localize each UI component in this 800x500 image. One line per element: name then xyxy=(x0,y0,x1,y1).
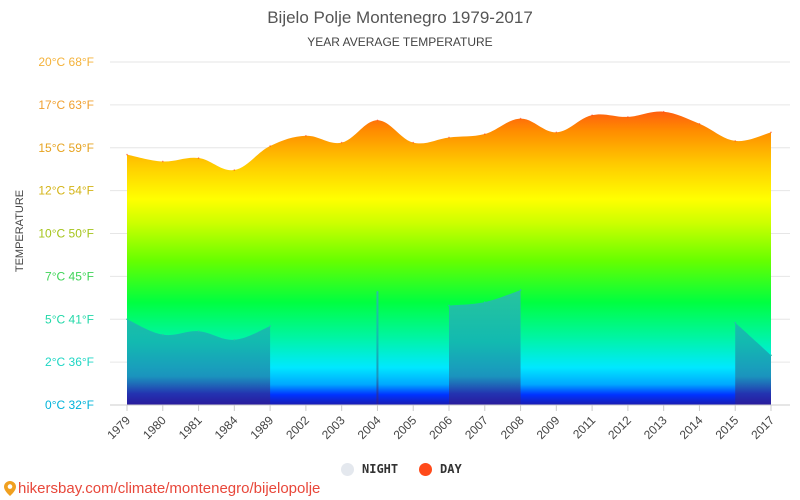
night-point-2004 xyxy=(376,291,379,293)
chart-plot: 1979 1980 1981 1984 1989 2002 2003 2004 2005 2006… xyxy=(38,55,790,442)
night-area-segment-2 xyxy=(376,291,379,405)
source-link[interactable]: hikersbay.com/climate/montenegro/bijelop… xyxy=(4,480,320,497)
x-tick-label: 1981 xyxy=(176,413,205,442)
night-area-segment-1 xyxy=(127,319,271,405)
map-pin-icon xyxy=(4,481,16,496)
night-point-2007 xyxy=(483,301,486,303)
x-tick-label: 2005 xyxy=(391,413,420,442)
day-point-1979 xyxy=(126,153,128,156)
night-point-1984 xyxy=(233,339,236,341)
day-point-2012 xyxy=(627,116,629,118)
y-tick-label: 12°C 54°F xyxy=(38,184,94,198)
series-day xyxy=(126,110,772,405)
x-tick-label: 2013 xyxy=(641,413,670,442)
x-tick-label: 1984 xyxy=(212,413,241,442)
day-point-2006 xyxy=(448,136,450,139)
day-point-2007 xyxy=(483,133,486,135)
x-tick-label: 2009 xyxy=(534,413,563,442)
legend-item-night[interactable]: NIGHT xyxy=(341,462,398,476)
y-tick-label: 20°C 68°F xyxy=(38,55,94,69)
legend-item-day[interactable]: DAY xyxy=(419,462,462,476)
y-tick-label: 0°C 32°F xyxy=(45,398,94,412)
night-point-2015 xyxy=(734,321,737,324)
day-point-2009 xyxy=(555,131,558,134)
chart-title: Bijelo Polje Montenegro 1979-2017 xyxy=(267,8,533,27)
x-tick-label: 2017 xyxy=(748,413,777,442)
day-point-2002 xyxy=(305,134,307,137)
night-point-1980 xyxy=(161,333,164,336)
y-tick-label: 7°C 45°F xyxy=(45,269,94,283)
y-tick-label: 5°C 41°F xyxy=(45,312,94,326)
y-tick-label: 15°C 59°F xyxy=(38,141,94,155)
y-tick-label: 10°C 50°F xyxy=(38,227,94,241)
day-point-2014 xyxy=(698,122,701,125)
legend-day-label: DAY xyxy=(440,462,462,476)
day-point-2015 xyxy=(734,140,737,142)
night-point-1981 xyxy=(197,330,200,333)
legend-night-label: NIGHT xyxy=(362,462,399,476)
x-tick-label: 2002 xyxy=(283,413,312,442)
x-tick-label: 2012 xyxy=(605,413,634,442)
night-point-1989 xyxy=(269,325,271,327)
day-point-1989 xyxy=(269,145,271,147)
day-point-1981 xyxy=(197,157,200,159)
night-area-segment-4 xyxy=(735,322,771,405)
y-tick-label: 17°C 63°F xyxy=(38,98,94,112)
x-tick-label: 2006 xyxy=(426,413,455,442)
y-tick-label: 2°C 36°F xyxy=(45,355,94,369)
x-tick-label: 2011 xyxy=(570,413,598,441)
x-tick-label: 2015 xyxy=(713,413,742,442)
y-axis: 0°C 32°F 2°C 36°F 5°C 41°F 7°C 45°F 10°C 50°… xyxy=(38,55,94,412)
day-point-2005 xyxy=(412,141,415,144)
day-area xyxy=(127,111,771,405)
x-tick-label: 1989 xyxy=(247,413,276,442)
day-point-2011 xyxy=(591,114,593,116)
chart-subtitle: YEAR AVERAGE TEMPERATURE xyxy=(307,35,493,49)
night-point-2006 xyxy=(448,304,450,307)
x-tick-label: 1979 xyxy=(104,413,133,442)
series-night xyxy=(126,289,772,405)
day-point-2017 xyxy=(770,131,772,134)
day-point-2004 xyxy=(376,119,379,122)
legend-night-swatch xyxy=(341,462,354,476)
day-point-2008 xyxy=(519,117,522,120)
x-axis: 1979 1980 1981 1984 1989 2002 2003 2004 2005 2006… xyxy=(104,404,790,442)
x-tick-label: 2007 xyxy=(462,413,491,442)
day-point-2013 xyxy=(662,110,665,113)
day-point-1980 xyxy=(161,160,164,163)
day-point-1984 xyxy=(233,169,236,171)
night-point-2017 xyxy=(770,354,772,357)
x-tick-label: 2014 xyxy=(677,413,706,442)
night-point-2008 xyxy=(519,289,522,291)
night-area-segment-3 xyxy=(449,290,521,405)
x-tick-label: 2003 xyxy=(319,413,348,442)
day-point-2003 xyxy=(340,141,343,144)
night-point-1979 xyxy=(126,318,128,321)
source-url[interactable]: hikersbay.com/climate/montenegro/bijelop… xyxy=(18,480,321,497)
x-tick-label: 1980 xyxy=(140,413,169,442)
x-tick-label: 2008 xyxy=(498,413,527,442)
legend-day-swatch xyxy=(419,462,432,476)
x-tick-label: 2004 xyxy=(355,413,384,442)
